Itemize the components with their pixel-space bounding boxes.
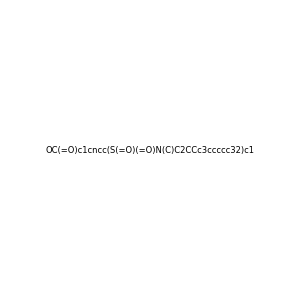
Text: OC(=O)c1cncc(S(=O)(=O)N(C)C2CCc3ccccc32)c1: OC(=O)c1cncc(S(=O)(=O)N(C)C2CCc3ccccc32)… bbox=[46, 146, 254, 154]
